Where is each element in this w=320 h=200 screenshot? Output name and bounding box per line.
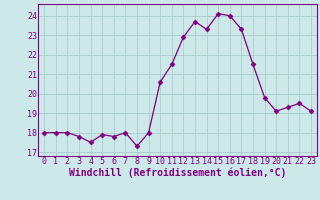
X-axis label: Windchill (Refroidissement éolien,°C): Windchill (Refroidissement éolien,°C) <box>69 168 286 178</box>
